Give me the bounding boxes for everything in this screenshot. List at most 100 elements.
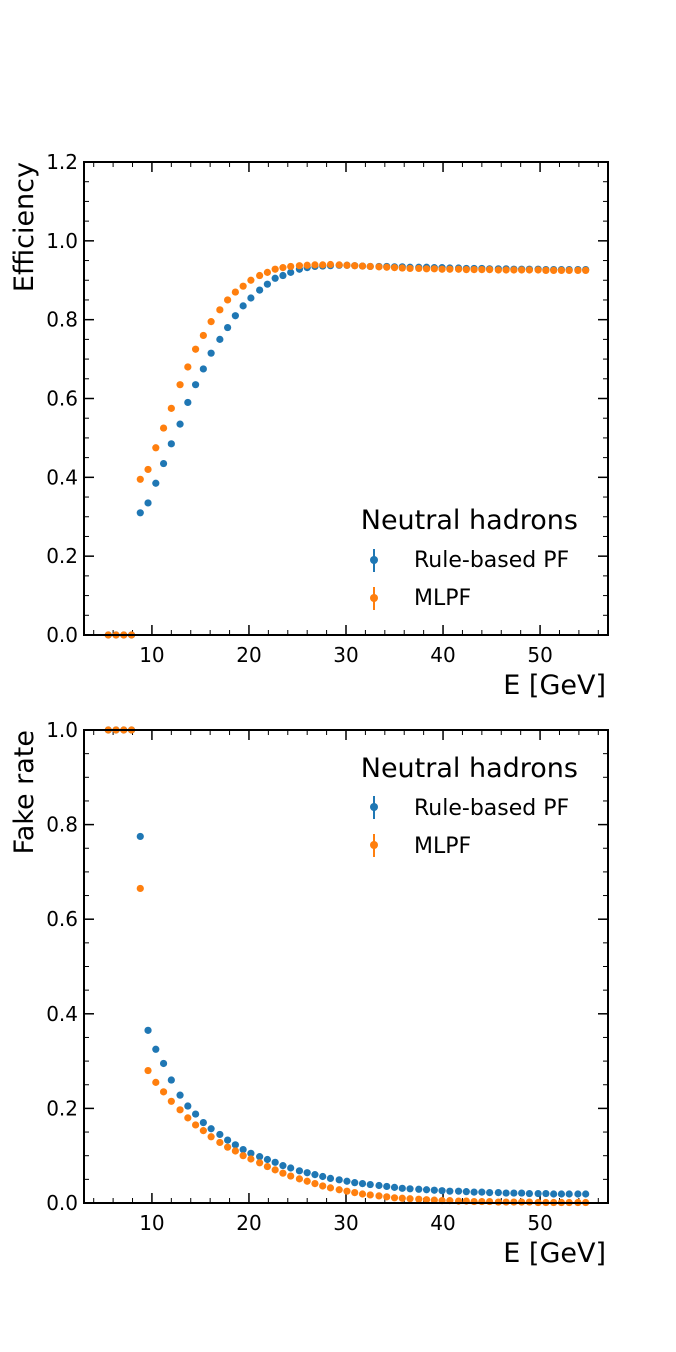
- efficiency-mlpf-point: [343, 261, 351, 269]
- fake-rate-mlpf-point: [287, 1172, 295, 1180]
- fake-rate-mlpf-point: [207, 1133, 215, 1141]
- fake-rate-legend-title: Neutral hadrons: [361, 753, 578, 784]
- efficiency-mlpf-point: [287, 262, 295, 271]
- fake-rate-y-tick-label: 0.0: [46, 1191, 78, 1215]
- fake-rate-mlpf-point: [144, 1066, 152, 1075]
- efficiency-mlpf-point: [199, 331, 207, 340]
- efficiency-plot-frame: [83, 161, 609, 636]
- fake-rate-plot-frame: [83, 729, 609, 1204]
- efficiency-x-tick-label: 10: [139, 643, 164, 667]
- fake-rate-rule-based-point: [351, 1179, 359, 1187]
- efficiency-legend-rule-based-marker: [370, 549, 378, 572]
- efficiency-rule-based-point: [231, 312, 239, 320]
- efficiency-mlpf-point: [239, 282, 247, 290]
- fake-rate-mlpf-point: [239, 1152, 247, 1160]
- efficiency-rule-based-point: [152, 479, 160, 487]
- fake-rate-mlpf-point: [390, 1194, 399, 1202]
- efficiency-mlpf-point: [159, 424, 168, 432]
- efficiency-mlpf-point: [247, 276, 255, 284]
- efficiency-y-tick-label: 0.0: [46, 623, 78, 647]
- fake-rate-mlpf-point: [478, 1197, 486, 1206]
- efficiency-mlpf-point: [398, 264, 406, 272]
- fake-rate-rule-based-point: [224, 1136, 232, 1144]
- efficiency-xlabel: E [GeV]: [503, 670, 606, 701]
- fake-rate-rule-based-point: [582, 1190, 590, 1198]
- efficiency-rule-based-point: [144, 499, 152, 507]
- fake-rate-mlpf-point: [406, 1195, 414, 1203]
- fake-rate-rule-based-point: [470, 1188, 478, 1196]
- fake-rate-rule-based-point: [144, 1026, 152, 1034]
- efficiency-rule-based-point: [191, 381, 200, 389]
- efficiency-legend-title: Neutral hadrons: [361, 505, 578, 536]
- fake-rate-rule-based-point: [263, 1155, 271, 1164]
- efficiency-rule-based-point: [239, 302, 247, 310]
- fake-rate-rule-based-point: [454, 1187, 463, 1195]
- fake-rate-mlpf-point: [358, 1190, 367, 1198]
- efficiency-mlpf-point: [518, 266, 526, 274]
- fake-rate-rule-based-point: [398, 1184, 406, 1192]
- fake-rate-rule-based-point: [375, 1181, 383, 1190]
- fake-rate-mlpf-point: [351, 1188, 359, 1197]
- fake-rate-mlpf-point: [263, 1162, 271, 1171]
- fake-rate-mlpf-point: [191, 1121, 200, 1129]
- efficiency-panel: 10 20 30 40 50 0.0 0.2 0.4 0.6 0.8 1.0 1.2 Efficien…: [9, 150, 609, 701]
- fake-rate-rule-based-point: [557, 1190, 566, 1198]
- efficiency-mlpf-point: [430, 265, 438, 273]
- efficiency-mlpf-point: [335, 261, 343, 269]
- fake-rate-xlabel: E [GeV]: [503, 1238, 606, 1269]
- fake-rate-rule-based-point: [502, 1189, 510, 1197]
- efficiency-rule-based-point: [263, 280, 271, 288]
- fake-rate-rule-based-point: [247, 1149, 255, 1157]
- efficiency-rule-based-point: [216, 335, 224, 343]
- fake-rate-rule-based-point: [303, 1169, 311, 1177]
- efficiency-rule-based-point: [256, 286, 264, 294]
- efficiency-rule-based-point: [184, 398, 192, 407]
- fake-rate-mlpf-point: [199, 1127, 207, 1135]
- efficiency-mlpf-point: [256, 271, 264, 280]
- efficiency-mlpf-point: [478, 266, 486, 274]
- fake-rate-mlpf-point: [398, 1194, 406, 1202]
- fake-rate-rule-based-point: [287, 1164, 295, 1172]
- efficiency-mlpf-point: [152, 444, 160, 452]
- fake-rate-mlpf-point: [383, 1193, 391, 1201]
- fake-rate-y-tick-label: 0.4: [46, 1002, 78, 1026]
- fake-rate-rule-based-point: [167, 1076, 175, 1084]
- efficiency-rule-based-point: [136, 509, 144, 517]
- efficiency-rule-based-point: [176, 420, 184, 428]
- fake-rate-rule-based-point: [366, 1180, 374, 1189]
- efficiency-mlpf-point: [582, 266, 590, 274]
- fake-rate-mlpf-point: [159, 1088, 168, 1096]
- efficiency-mlpf-point: [486, 266, 494, 274]
- fake-rate-rule-based-point: [184, 1102, 192, 1110]
- fake-rate-mlpf-point: [470, 1197, 478, 1206]
- fake-rate-rule-based-point: [271, 1158, 279, 1166]
- fake-rate-rule-based-point: [574, 1190, 582, 1198]
- fake-rate-x-tick-label: 20: [236, 1211, 261, 1235]
- fake-rate-mlpf-point: [136, 884, 144, 893]
- fake-rate-mlpf-point: [247, 1155, 255, 1163]
- efficiency-rule-based-point: [279, 271, 287, 280]
- efficiency-mlpf-point: [534, 266, 542, 274]
- efficiency-mlpf-point: [176, 381, 184, 389]
- fake-rate-mlpf-point: [295, 1175, 304, 1183]
- fake-rate-rule-based-point: [295, 1167, 304, 1175]
- fake-rate-y-tick-label: 0.6: [46, 907, 78, 931]
- fake-rate-rule-based-point: [279, 1162, 287, 1170]
- fake-rate-rule-based-point: [542, 1189, 550, 1198]
- fake-rate-rule-based-point: [191, 1110, 200, 1118]
- fake-rate-rule-based-point: [534, 1189, 542, 1198]
- fake-rate-rule-based-point: [390, 1183, 399, 1191]
- fake-rate-rule-based-point: [239, 1145, 247, 1154]
- efficiency-mlpf-point: [454, 265, 463, 273]
- fake-rate-legend-mlpf-label: MLPF: [414, 834, 471, 859]
- efficiency-mlpf-point: [462, 266, 470, 274]
- fake-rate-mlpf-point: [176, 1106, 184, 1114]
- efficiency-rule-based-point: [199, 365, 207, 373]
- fake-rate-mlpf-point: [271, 1166, 279, 1174]
- efficiency-y-tick-label: 0.6: [46, 387, 78, 411]
- fake-rate-legend-rule-based-marker: [370, 796, 378, 819]
- efficiency-mlpf-point: [550, 266, 558, 274]
- efficiency-mlpf-point: [502, 266, 510, 274]
- efficiency-legend: Neutral hadrons Rule-based PF MLPF: [361, 505, 578, 611]
